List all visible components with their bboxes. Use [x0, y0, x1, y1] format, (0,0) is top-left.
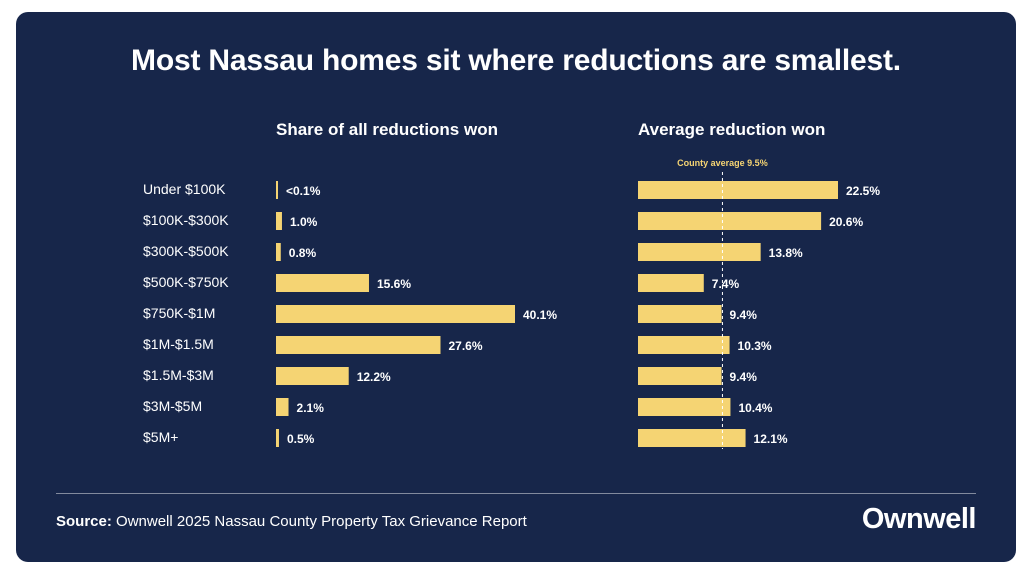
avg-reduction-bar: [638, 429, 746, 447]
bar-value-label: 15.6%: [377, 277, 411, 291]
bar-value-label: 12.1%: [754, 432, 788, 446]
bar-value-label: 0.5%: [287, 432, 315, 446]
source-label: Source:: [56, 513, 112, 530]
share-bar: [276, 367, 349, 385]
bar-value-label: 0.8%: [289, 246, 317, 260]
bar-value-label: 40.1%: [523, 308, 557, 322]
category-label: $3M-$5M: [143, 398, 203, 414]
avg-reduction-bar: [638, 181, 838, 199]
share-bar: [276, 305, 515, 323]
avg-reduction-bar: [638, 398, 731, 416]
avg-reduction-bar: [638, 243, 761, 261]
source-note: Source: Ownwell 2025 Nassau County Prope…: [56, 513, 527, 530]
county-average-label: County average 9.5%: [677, 158, 768, 168]
bar-value-label: 22.5%: [846, 184, 880, 198]
footer-divider: [56, 493, 976, 494]
bar-value-label: 10.3%: [738, 339, 772, 353]
source-text: Ownwell 2025 Nassau County Property Tax …: [116, 513, 527, 530]
avg-reduction-bar: [638, 305, 722, 323]
chart-title: Most Nassau homes sit where reductions a…: [131, 44, 901, 77]
category-label: $1M-$1.5M: [143, 336, 214, 352]
left-panel-title: Share of all reductions won: [276, 120, 498, 139]
bar-value-label: 1.0%: [290, 215, 318, 229]
category-label: $750K-$1M: [143, 305, 216, 321]
share-bar: [276, 336, 441, 354]
category-label: $100K-$300K: [143, 212, 229, 228]
chart-card: [16, 12, 1016, 562]
category-label: $500K-$750K: [143, 274, 229, 290]
category-label: Under $100K: [143, 181, 226, 197]
share-bar: [276, 398, 289, 416]
bar-value-label: 10.4%: [738, 401, 772, 415]
avg-reduction-bar: [638, 212, 822, 230]
category-label: $1.5M-$3M: [143, 367, 214, 383]
avg-reduction-bar: [638, 367, 722, 385]
bar-value-label: 7.4%: [712, 277, 740, 291]
share-bar: [276, 429, 279, 447]
avg-reduction-bar: [638, 274, 704, 292]
category-label: $300K-$500K: [143, 243, 229, 259]
bar-value-label: 27.6%: [448, 339, 482, 353]
bar-value-label: 9.4%: [730, 370, 758, 384]
bar-value-label: 12.2%: [357, 370, 391, 384]
share-bar: [276, 243, 281, 261]
bar-value-label: 13.8%: [769, 246, 803, 260]
category-label: $5M+: [143, 429, 179, 445]
share-bar: [276, 181, 278, 199]
bar-value-label: <0.1%: [286, 184, 321, 198]
right-panel-title: Average reduction won: [638, 120, 826, 139]
ownwell-logo: Ownwell: [861, 503, 977, 535]
bar-value-label: 20.6%: [829, 215, 863, 229]
avg-reduction-bar: [638, 336, 730, 354]
bar-value-label: 9.4%: [730, 308, 758, 322]
share-bar: [276, 212, 282, 230]
bar-value-label: 2.1%: [297, 401, 325, 415]
share-bar: [276, 274, 369, 292]
